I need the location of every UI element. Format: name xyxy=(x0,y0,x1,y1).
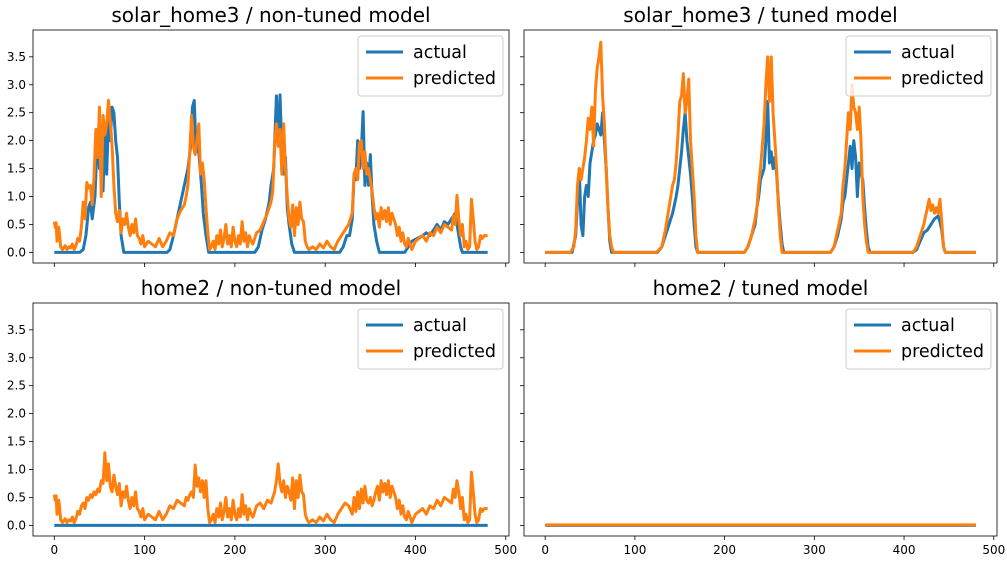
series-line-predicted xyxy=(545,40,976,254)
x-tick-label: 200 xyxy=(713,543,736,557)
legend-label-actual: actual xyxy=(901,43,955,63)
legend: actual predicted xyxy=(357,35,504,97)
y-tick-label: 3.5 xyxy=(7,323,26,337)
x-tick-label: 100 xyxy=(133,543,156,557)
legend-label-actual: actual xyxy=(413,316,467,336)
subplot-title: solar_home3 / non-tuned model xyxy=(111,3,430,27)
y-tick-label: 2.5 xyxy=(7,106,26,120)
x-tick-label: 500 xyxy=(982,543,1005,557)
subplot-4: home2 / tuned model 0 100 200 300 400 500 actua… xyxy=(520,276,1005,557)
legend-label-predicted: predicted xyxy=(901,342,984,362)
y-tick-label: 1.5 xyxy=(7,435,26,449)
legend-label-predicted: predicted xyxy=(901,69,984,89)
y-tick-label: 3.0 xyxy=(7,78,26,92)
legend: actual predicted xyxy=(357,308,504,370)
y-tick-label: 1.5 xyxy=(7,162,26,176)
axes-frame xyxy=(523,302,998,537)
series-line-predicted xyxy=(52,98,488,252)
subplot-title: home2 / tuned model xyxy=(653,276,869,300)
legend-label-actual: actual xyxy=(413,43,467,63)
x-tick-label: 400 xyxy=(404,543,427,557)
y-tick-label: 3.0 xyxy=(7,351,26,365)
x-tick-label: 200 xyxy=(223,543,246,557)
y-tick-label: 1.0 xyxy=(7,463,26,477)
x-tick-label: 300 xyxy=(803,543,826,557)
y-tick-label: 0.5 xyxy=(7,217,26,231)
x-tick-label: 100 xyxy=(623,543,646,557)
subplot-3: home2 / non-tuned model 0 100 200 300 400 500 0… xyxy=(7,276,517,557)
axes-frame xyxy=(32,302,510,537)
subplot-title: home2 / non-tuned model xyxy=(141,276,402,300)
y-tick-label: 2.0 xyxy=(7,134,26,148)
y-tick-label: 0.0 xyxy=(7,245,26,259)
x-tick-label: 500 xyxy=(494,543,517,557)
x-tick-label: 400 xyxy=(893,543,916,557)
y-tick-label: 0.0 xyxy=(7,518,26,532)
y-tick-label: 1.0 xyxy=(7,190,26,204)
legend-label-actual: actual xyxy=(901,316,955,336)
x-tick-label: 0 xyxy=(541,543,549,557)
subplot-title: solar_home3 / tuned model xyxy=(623,3,897,27)
x-tick-label: 0 xyxy=(50,543,58,557)
subplot-1: solar_home3 / non-tuned model 0.0 0.5 1.0 1.… xyxy=(7,3,510,267)
legend-label-predicted: predicted xyxy=(413,69,496,89)
legend: actual predicted xyxy=(845,308,992,370)
y-tick-label: 2.5 xyxy=(7,379,26,393)
legend: actual predicted xyxy=(845,35,992,97)
axes-frame xyxy=(523,29,998,264)
series-line-predicted xyxy=(52,451,488,525)
y-tick-label: 2.0 xyxy=(7,407,26,421)
axes-frame xyxy=(32,29,510,264)
x-tick-label: 300 xyxy=(314,543,337,557)
legend-label-predicted: predicted xyxy=(413,342,496,362)
y-tick-label: 3.5 xyxy=(7,50,26,64)
y-tick-label: 0.5 xyxy=(7,490,26,504)
